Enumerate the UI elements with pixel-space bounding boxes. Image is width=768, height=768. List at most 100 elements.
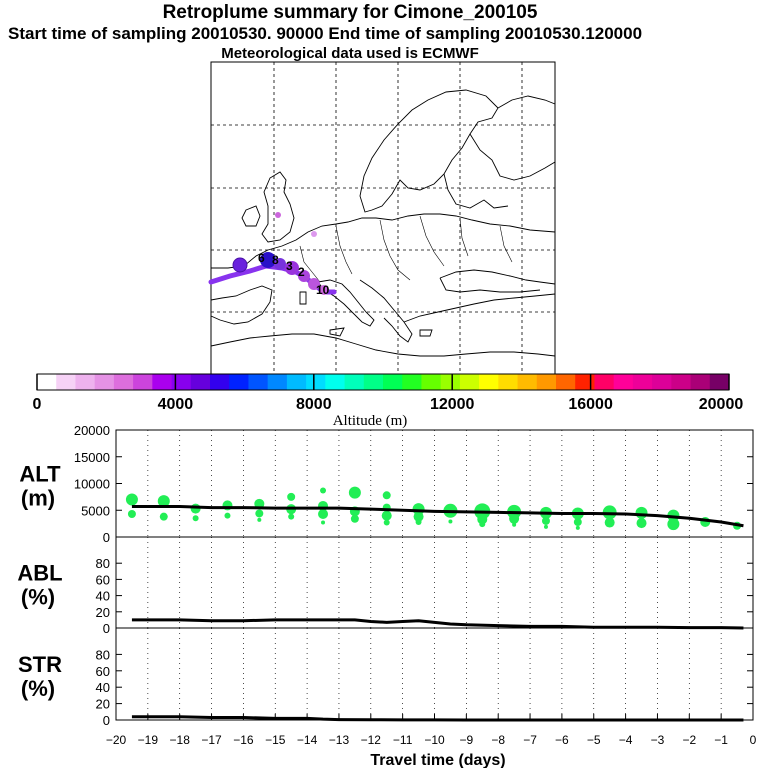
colorbar-swatch [152, 374, 172, 390]
y-tick-label: 10000 [74, 477, 110, 492]
colorbar-swatch [421, 374, 442, 390]
x-axis: −20 −19 −18 −17 −16 −15 −14 −13 −12 −11 −10 −9 −8 −7−… [106, 714, 757, 768]
alt-point [415, 519, 422, 526]
altitude-colorbar [36, 373, 730, 391]
alt-point [321, 520, 326, 525]
x-tick-label: −2 [682, 733, 696, 747]
x-tick-label: 0 [750, 733, 757, 747]
alt-point [224, 512, 231, 519]
sampling-times: Start time of sampling 20010530. 90000 E… [8, 24, 643, 43]
x-tick-label: −17 [201, 733, 222, 747]
alt-point [541, 516, 550, 525]
y-tick-label: 0 [103, 621, 110, 636]
alt-point [477, 514, 488, 525]
panel-ylabel-units: (%) [21, 676, 55, 701]
colorbar-swatch [286, 374, 307, 390]
x-tick-label: −16 [233, 733, 254, 747]
alt-point [381, 510, 392, 521]
colorbar-swatch [498, 374, 518, 390]
colorbar-swatch [556, 374, 576, 390]
alt-point [636, 518, 647, 529]
colorbar-swatch [594, 374, 615, 390]
map-label-3: 3 [286, 259, 293, 273]
colorbar-swatch [671, 374, 691, 390]
x-tick-label: −1 [714, 733, 728, 747]
x-tick-label: −18 [170, 733, 191, 747]
colorbar-swatch [613, 374, 634, 390]
colorbar-swatch [56, 374, 76, 390]
map-frame [210, 61, 556, 375]
x-tick-label: −20 [106, 733, 127, 747]
alt-point [509, 513, 520, 524]
alt-point [413, 511, 424, 522]
colorbar-swatch [75, 374, 96, 390]
y-tick-label: 5000 [81, 503, 110, 518]
colorbar-swatch [459, 374, 480, 390]
colorbar-swatch [344, 374, 365, 390]
colorbar-label: Altitude (m) [333, 413, 408, 429]
panel-ylabel-units: (%) [21, 585, 55, 610]
colorbar-swatch [575, 374, 595, 390]
colorbar-swatch [210, 374, 230, 390]
colorbar-swatch [229, 374, 249, 390]
alt-point [575, 525, 580, 530]
colorbar-swatch [306, 374, 326, 390]
colorbar-swatch [479, 374, 499, 390]
y-tick-label: 80 [96, 647, 110, 662]
y-tick-label: 15000 [74, 450, 110, 465]
x-tick-label: −4 [619, 733, 633, 747]
y-tick-label: 20 [96, 605, 110, 620]
x-tick-label: −3 [651, 733, 665, 747]
alt-point [125, 493, 138, 506]
alt-point [543, 524, 548, 529]
alt-point [255, 509, 264, 518]
alt-point [127, 509, 136, 518]
y-tick-label: 40 [96, 680, 110, 695]
alt-point [287, 492, 296, 501]
alt-point [512, 522, 517, 527]
colorbar-tick-label: 4000 [158, 396, 194, 413]
colorbar-tick-label: 20000 [699, 396, 744, 413]
colorbar-tick-labels: 0 4000 8000 12000 16000 20000 [33, 396, 744, 413]
colorbar-swatch [94, 374, 115, 390]
alt-point [604, 517, 615, 528]
x-tick-label: −10 [424, 733, 445, 747]
y-tick-label: 40 [96, 589, 110, 604]
x-tick-label: −9 [460, 733, 474, 747]
abl-line [131, 618, 744, 630]
alt-point [573, 518, 582, 527]
colorbar-swatch [536, 374, 557, 390]
colorbar-swatch [632, 374, 653, 390]
y-tick-label: 60 [96, 664, 110, 679]
colorbar-swatch [517, 374, 538, 390]
alt-point [257, 517, 262, 522]
colorbar-swatch [133, 374, 153, 390]
x-tick-label: −7 [523, 733, 537, 747]
y-tick-label: 0 [103, 530, 110, 545]
map-trace-labels: 10 2 3 8 6 [258, 251, 330, 297]
colorbar-swatch [325, 374, 345, 390]
alt-point [318, 508, 329, 519]
x-tick-label: −5 [587, 733, 601, 747]
alt-point [192, 515, 199, 522]
map-label-8: 8 [272, 253, 279, 267]
colorbar-swatch [363, 374, 384, 390]
x-tick-label: −13 [329, 733, 350, 747]
colorbar-swatch [190, 374, 211, 390]
panel-ylabel: ABL [17, 561, 62, 586]
x-tick-label: −6 [555, 733, 569, 747]
map-panel: 10 2 3 8 6 [208, 61, 556, 375]
met-data-note: Meteorological data used is ECMWF [221, 45, 479, 62]
panel-ylabel-units: (m) [21, 486, 55, 511]
map-label-10: 10 [316, 283, 330, 297]
alt-mean-line [131, 505, 744, 528]
colorbar-swatch [690, 374, 711, 390]
alt-point [350, 514, 359, 523]
alt-point [348, 486, 361, 499]
panel-ylabel: ALT [19, 462, 61, 487]
x-tick-label: −11 [393, 733, 413, 747]
alt-point [320, 487, 327, 494]
alt-point [383, 519, 390, 526]
